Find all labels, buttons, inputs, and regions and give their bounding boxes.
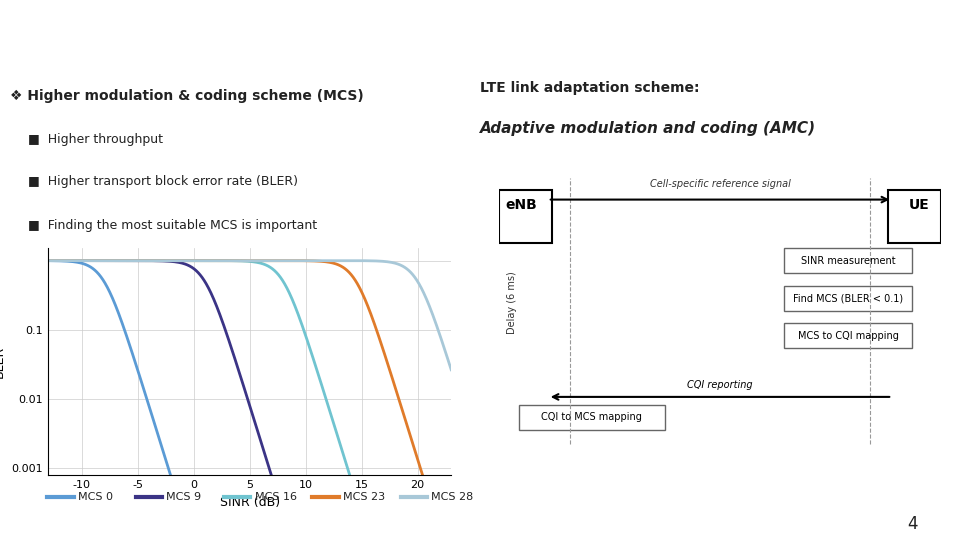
MCS 0	[320, 486, 331, 492]
MCS 16	[445, 486, 457, 492]
MCS 0	[42, 258, 54, 264]
MCS 9	[364, 486, 375, 492]
MCS 16	[42, 258, 54, 264]
MCS 23	[220, 258, 231, 264]
Text: Cell-specific reference signal: Cell-specific reference signal	[650, 179, 790, 189]
FancyBboxPatch shape	[784, 323, 912, 348]
Text: Adaptive modulation and coding (AMC): Adaptive modulation and coding (AMC)	[480, 122, 816, 137]
MCS 0	[364, 486, 375, 492]
FancyBboxPatch shape	[784, 248, 912, 273]
Text: CQI reporting: CQI reporting	[687, 380, 753, 389]
MCS 28	[445, 367, 457, 373]
MCS 28	[84, 258, 95, 264]
MCS 16	[357, 486, 369, 492]
MCS 28	[205, 258, 217, 264]
Text: CQI to MCS mapping: CQI to MCS mapping	[541, 412, 642, 422]
MCS 23	[319, 259, 330, 265]
MCS 28	[319, 258, 330, 264]
FancyBboxPatch shape	[519, 405, 665, 430]
MCS 28	[220, 258, 231, 264]
Text: ■  Higher throughput: ■ Higher throughput	[28, 133, 163, 146]
Y-axis label: BLER: BLER	[0, 346, 6, 378]
MCS 23	[421, 486, 433, 492]
Text: Link Adaptation of LTE (AMC): Link Adaptation of LTE (AMC)	[19, 21, 518, 50]
MCS 9	[220, 327, 231, 334]
MCS 9	[357, 486, 369, 492]
MCS 16	[84, 258, 95, 264]
Line: MCS 9: MCS 9	[48, 261, 451, 489]
Text: ❖ Higher modulation & coding scheme (MCS): ❖ Higher modulation & coding scheme (MCS…	[10, 89, 363, 103]
MCS 0	[357, 486, 369, 492]
Line: MCS 0: MCS 0	[48, 261, 451, 489]
MCS 16	[348, 486, 360, 492]
Text: UE: UE	[908, 198, 929, 212]
Text: MCS 28: MCS 28	[431, 492, 473, 502]
Text: MCS 0: MCS 0	[78, 492, 113, 502]
MCS 28	[42, 258, 54, 264]
Line: MCS 16: MCS 16	[48, 261, 451, 489]
FancyBboxPatch shape	[784, 286, 912, 310]
MCS 28	[364, 258, 375, 264]
MCS 0	[220, 486, 231, 492]
MCS 23	[205, 258, 217, 264]
MCS 0	[205, 486, 217, 492]
MCS 23	[357, 291, 369, 297]
MCS 16	[364, 486, 375, 492]
Line: MCS 23: MCS 23	[48, 261, 451, 489]
MCS 23	[84, 258, 95, 264]
MCS 0	[84, 263, 95, 269]
MCS 16	[220, 258, 231, 264]
MCS 9	[320, 486, 331, 492]
Text: SINR measurement: SINR measurement	[801, 255, 896, 266]
Text: MCS to CQI mapping: MCS to CQI mapping	[798, 331, 899, 341]
Text: 4: 4	[907, 515, 917, 533]
Text: Find MCS (BLER < 0.1): Find MCS (BLER < 0.1)	[793, 293, 903, 303]
FancyBboxPatch shape	[499, 190, 552, 244]
Text: LTE link adaptation scheme:: LTE link adaptation scheme:	[480, 81, 700, 95]
Text: MCS 16: MCS 16	[254, 492, 297, 502]
MCS 23	[42, 258, 54, 264]
MCS 0	[169, 486, 180, 492]
Text: ■  Higher transport block error rate (BLER): ■ Higher transport block error rate (BLE…	[28, 175, 298, 188]
MCS 9	[84, 258, 95, 264]
Text: MCS 9: MCS 9	[166, 492, 202, 502]
Text: ■  Finding the most suitable MCS is important: ■ Finding the most suitable MCS is impor…	[28, 219, 317, 232]
MCS 16	[205, 258, 217, 264]
MCS 9	[445, 486, 457, 492]
Text: MCS 23: MCS 23	[343, 492, 385, 502]
Text: eNB: eNB	[505, 198, 538, 212]
MCS 16	[319, 392, 330, 399]
MCS 23	[364, 308, 375, 314]
MCS 9	[205, 290, 217, 296]
FancyBboxPatch shape	[888, 190, 941, 244]
MCS 0	[445, 486, 457, 492]
Line: MCS 28: MCS 28	[48, 261, 451, 370]
MCS 9	[42, 258, 54, 264]
X-axis label: SINR (dB): SINR (dB)	[220, 496, 279, 509]
Text: Delay (6 ms): Delay (6 ms)	[508, 272, 517, 334]
MCS 28	[357, 258, 369, 264]
MCS 23	[445, 486, 457, 492]
MCS 9	[271, 486, 282, 492]
